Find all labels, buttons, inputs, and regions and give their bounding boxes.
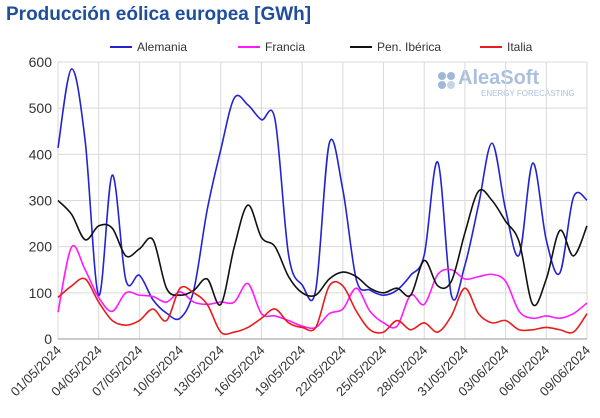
legend-label: Italia [507, 40, 533, 54]
y-tick-label: 300 [29, 193, 53, 209]
y-tick-label: 500 [29, 100, 53, 116]
logo-dot [438, 72, 446, 80]
legend-label: Pen. Ibérica [377, 40, 441, 54]
y-tick-label: 0 [44, 331, 52, 347]
series-line [57, 277, 588, 336]
series-line [57, 188, 588, 307]
series-line [57, 68, 588, 321]
logo: AleaSoft ENERGY FORECASTING [438, 67, 575, 98]
logo-dot [447, 72, 455, 80]
legend-label: Francia [265, 40, 305, 54]
logo-tagline: ENERGY FORECASTING [481, 89, 575, 98]
series-line [57, 244, 588, 330]
logo-dot [438, 81, 446, 89]
logo-dot [447, 81, 455, 89]
chart-title: Producción eólica europea [GWh] [6, 4, 311, 25]
y-tick-label: 200 [29, 239, 53, 255]
logo-name: AleaSoft [458, 67, 539, 89]
y-tick-label: 400 [29, 146, 53, 162]
y-tick-label: 100 [29, 285, 53, 301]
legend-label: Alemania [137, 40, 187, 54]
y-tick-label: 600 [29, 54, 53, 70]
